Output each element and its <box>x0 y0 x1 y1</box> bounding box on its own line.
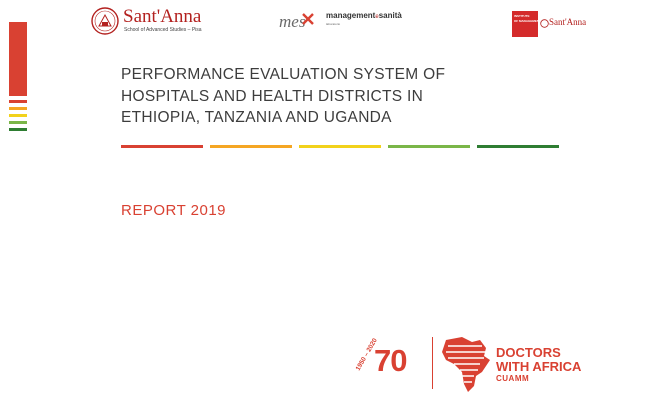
mes-logo-subtitle: laboratorio <box>326 22 341 26</box>
title-line-3: ETHIOPIA, TANZANIA AND UGANDA <box>121 109 392 126</box>
org-name-line2: WITH AFRICA <box>496 359 582 374</box>
title-line-2: HOSPITALS AND HEALTH DISTRICTS IN <box>121 87 424 105</box>
title-line-1: PERFORMANCE EVALUATION SYSTEM OF <box>121 66 446 83</box>
mes-mark-text: mes <box>279 12 306 30</box>
santanna-logo-subtitle: School of Advanced Studies – Pisa <box>124 27 202 33</box>
anniversary-years-label: 1950 – 2020 <box>355 337 379 372</box>
africa-map-icon <box>442 337 490 392</box>
rule-red <box>121 145 203 148</box>
santanna-seal-icon <box>91 7 119 35</box>
rule-yellow <box>299 145 381 148</box>
rule-light-green <box>388 145 470 148</box>
mes-logo-mark: mes <box>279 12 314 30</box>
mes-name-part1: management <box>326 11 376 20</box>
institute-seal-icon <box>540 19 549 28</box>
org-name-line3: CUAMM <box>496 374 530 383</box>
rule-orange <box>210 145 292 148</box>
rule-dark-green <box>477 145 559 148</box>
santanna-logo-text: Sant'Anna <box>123 6 202 27</box>
stripe-light-green <box>9 121 27 124</box>
institute-logo-text: Sant'Anna <box>549 17 587 27</box>
stripe-yellow <box>9 114 27 117</box>
stripe-orange <box>9 107 27 110</box>
document-title: PERFORMANCE EVALUATION SYSTEM OF HOSPITA… <box>121 64 541 129</box>
logo-divider <box>432 337 433 389</box>
institute-line1: INSTITUTE <box>514 14 530 18</box>
stripe-red <box>9 100 27 103</box>
institute-line2: OF MANAGEMENT <box>514 19 541 23</box>
stripe-dark-green <box>9 128 27 131</box>
mes-name-part2: e <box>375 14 379 20</box>
accent-stripe <box>9 22 27 96</box>
mes-logo-text: managementesanità <box>326 11 402 20</box>
anniversary-number: 70 <box>374 343 407 378</box>
mes-name-part3: sanità <box>378 11 402 20</box>
institute-logo-box <box>512 11 538 37</box>
org-name-line1: DOCTORS <box>496 345 561 360</box>
report-label: REPORT 2019 <box>121 202 226 219</box>
